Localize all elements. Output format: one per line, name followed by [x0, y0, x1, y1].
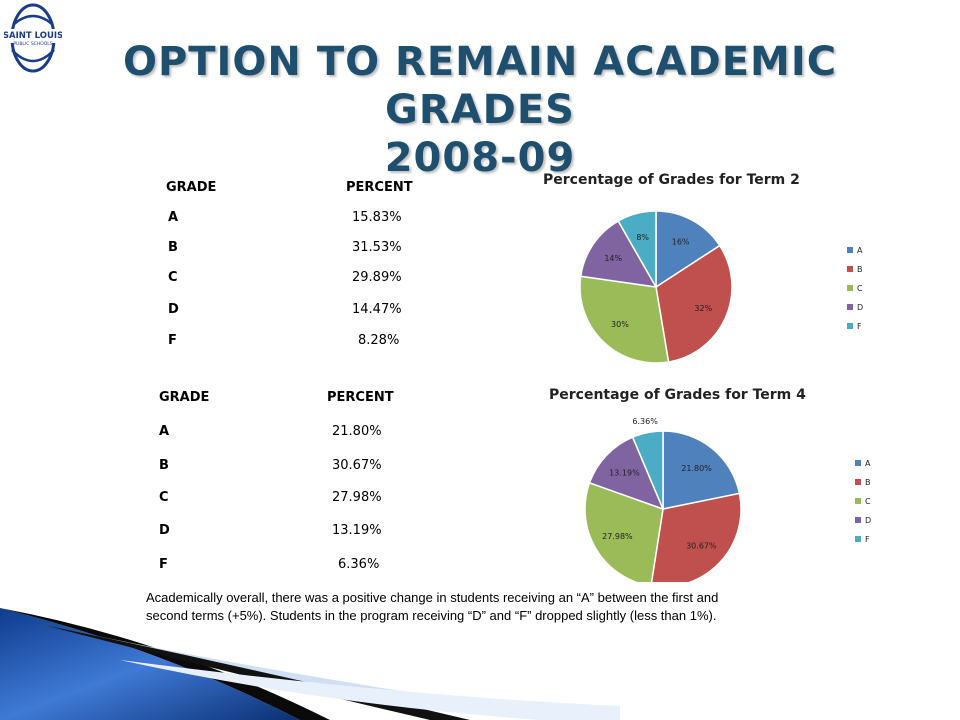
grade-cell: A [168, 210, 179, 225]
percent-cell: 31.53% [352, 240, 402, 255]
table-row: B 31.53% [0, 240, 402, 260]
legend-swatch [847, 304, 853, 310]
legend-swatch [847, 247, 853, 253]
table-header-grade: GRADE [166, 180, 217, 195]
pie-slice-a [662, 430, 741, 510]
legend-swatch [855, 498, 861, 504]
grade-cell: F [159, 557, 168, 572]
percent-cell: 6.36% [338, 557, 380, 572]
table-row: D 14.47% [0, 302, 402, 322]
legend-swatch [847, 285, 853, 291]
grade-cell: D [168, 302, 179, 317]
pie-slice-b [650, 492, 742, 582]
grade-cell: B [159, 458, 169, 473]
grades-table-term2: GRADE PERCENT A 15.83% B 31.53% C 29.89%… [0, 0, 420, 360]
legend-swatch [847, 323, 853, 329]
pie-slice-b [655, 244, 733, 363]
grade-cell: F [168, 333, 177, 348]
legend-label: D [857, 303, 863, 312]
data-label: 30.67% [686, 542, 717, 551]
legend-label: B [857, 265, 863, 274]
table-row: C 27.98% [0, 490, 382, 510]
data-label: 14% [604, 254, 622, 263]
summary-text: Academically overall, there was a positi… [146, 589, 866, 625]
pie-slice-d [579, 220, 658, 288]
table-header-percent: PERCENT [346, 180, 413, 195]
table-row: C 29.89% [0, 270, 402, 290]
pie-slice-f [617, 210, 657, 290]
data-label: 13.19% [609, 469, 640, 478]
table-row: F 6.36% [0, 557, 379, 577]
title-line2: 2008-09 [384, 135, 576, 181]
legend-swatch [855, 479, 861, 485]
legend-swatch [855, 536, 861, 542]
page-title: OPTION TO REMAIN ACADEMIC GRADES 2008-09 [60, 38, 900, 182]
title-line1: OPTION TO REMAIN ACADEMIC GRADES [122, 39, 838, 133]
data-label: 21.80% [681, 464, 712, 473]
pie-slice-a [655, 210, 721, 289]
pie-svg-term4: 21.80% 30.67% 27.98% 13.19% 6.36% A B C D F [584, 417, 871, 582]
table-row: A 21.80% [0, 424, 382, 444]
data-label: 6.36% [632, 417, 658, 426]
percent-cell: 29.89% [352, 270, 402, 285]
chart-title: Percentage of Grades for Term 2 [543, 172, 800, 188]
pie-slice-c [584, 481, 664, 582]
data-label: 27.98% [602, 532, 633, 541]
legend-label: F [865, 535, 870, 544]
pie-chart-term4: Percentage of Grades for Term 4 21.80% 30… [520, 382, 890, 582]
data-label: 30% [611, 320, 629, 329]
grade-cell: A [159, 424, 170, 439]
pie-slice-c [579, 275, 670, 364]
percent-cell: 21.80% [332, 424, 382, 439]
legend-label: C [857, 284, 863, 293]
pie-svg-term2: 16% 32% 30% 14% 8% A B C D F [579, 210, 863, 364]
pie-chart-term2: Percentage of Grades for Term 2 16% 32% 30… [520, 165, 880, 365]
percent-cell: 27.98% [332, 490, 382, 505]
grade-cell: C [159, 490, 169, 505]
summary-line2: second terms (+5%). Students in the prog… [146, 608, 717, 623]
data-label: 16% [672, 238, 690, 247]
legend-label: F [857, 322, 862, 331]
table-row: B 30.67% [0, 458, 382, 478]
grade-cell: B [168, 240, 178, 255]
decorative-swoosh [0, 608, 620, 720]
legend-label: C [865, 497, 871, 506]
data-label: 8% [636, 233, 649, 242]
percent-cell: 13.19% [332, 523, 382, 538]
grade-cell: C [168, 270, 178, 285]
legend-label: D [865, 516, 871, 525]
table-row: D 13.19% [0, 523, 382, 543]
legend-swatch [847, 266, 853, 272]
grades-table-term4: GRADE PERCENT A 21.80% B 30.67% C 27.98%… [0, 0, 420, 600]
school-logo: SAINT LOUIS PUBLIC SCHOOLS [4, 3, 62, 73]
legend-swatch [855, 460, 861, 466]
table-header-grade: GRADE [159, 390, 210, 405]
summary-line1: Academically overall, there was a positi… [146, 590, 719, 605]
percent-cell: 14.47% [352, 302, 402, 317]
legend-label: A [865, 459, 871, 468]
legend-label: B [865, 478, 871, 487]
pie-slice-d [588, 436, 665, 511]
percent-cell: 30.67% [332, 458, 382, 473]
percent-cell: 8.28% [358, 333, 400, 348]
grade-cell: D [159, 523, 170, 538]
data-label: 32% [694, 304, 712, 313]
legend-swatch [855, 517, 861, 523]
logo-line2: PUBLIC SCHOOLS [13, 41, 52, 47]
chart-title: Percentage of Grades for Term 4 [549, 387, 806, 403]
percent-cell: 15.83% [352, 210, 402, 225]
logo-line1: SAINT LOUIS [4, 31, 62, 41]
legend-label: A [857, 246, 863, 255]
pie-slice-f [631, 430, 664, 510]
table-row: F 8.28% [0, 333, 399, 353]
table-header-percent: PERCENT [327, 390, 394, 405]
table-row: A 15.83% [0, 210, 402, 230]
